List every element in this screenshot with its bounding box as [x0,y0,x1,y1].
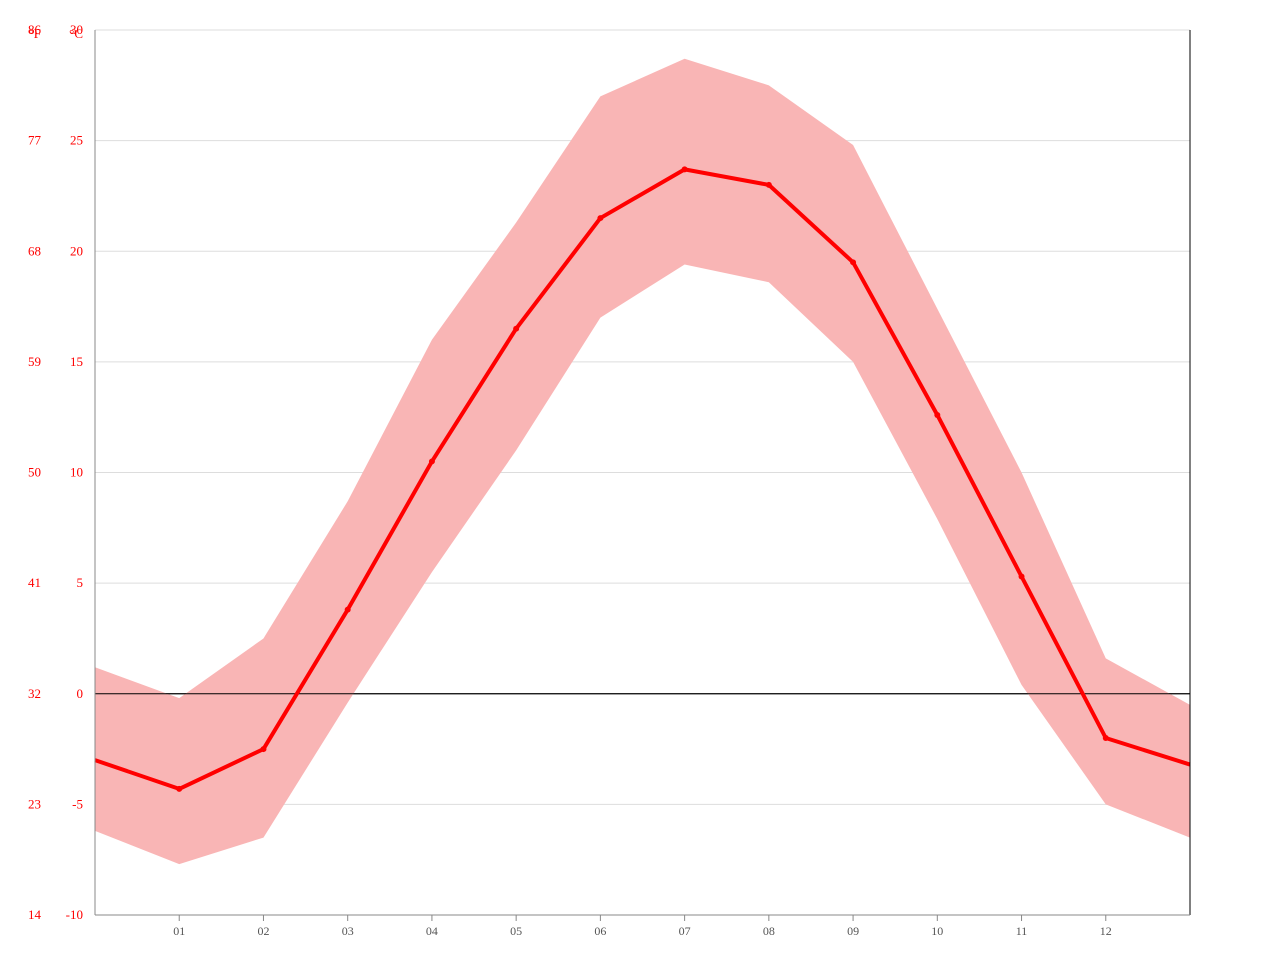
x-tick-label: 01 [173,924,185,938]
data-point [766,182,772,188]
x-tick-label: 06 [594,924,606,938]
y-tick-label-c: 10 [70,465,83,480]
y-tick-label-c: 0 [77,686,84,701]
data-point [260,746,266,752]
y-tick-label-f: 32 [28,686,41,701]
data-point [176,786,182,792]
y-tick-label-f: 77 [28,133,42,148]
y-tick-label-f: 59 [28,354,41,369]
data-point [1019,573,1025,579]
x-tick-label: 03 [342,924,354,938]
data-point [429,458,435,464]
data-point [513,326,519,332]
unit-label-f: °F [29,26,41,41]
x-tick-label: 05 [510,924,522,938]
x-tick-label: 11 [1016,924,1028,938]
y-tick-label-c: -10 [66,907,83,922]
x-tick-label: 08 [763,924,775,938]
y-tick-label-c: 15 [70,354,83,369]
y-tick-label-f: 68 [28,243,41,258]
y-tick-label-c: 20 [70,243,83,258]
x-tick-label: 04 [426,924,438,938]
y-tick-label-f: 14 [28,907,42,922]
y-tick-label-f: 50 [28,465,41,480]
temperature-band [95,59,1190,864]
y-tick-label-c: 25 [70,133,83,148]
data-point [850,259,856,265]
unit-label-c: °C [69,26,83,41]
x-tick-label: 09 [847,924,859,938]
y-tick-label-f: 23 [28,796,41,811]
chart-svg: -1014-52303254110501559206825773086°C°F0… [0,0,1280,960]
x-tick-label: 10 [931,924,943,938]
data-point [682,166,688,172]
x-tick-label: 12 [1100,924,1112,938]
data-point [597,215,603,221]
x-tick-label: 07 [679,924,691,938]
y-tick-label-f: 41 [28,575,41,590]
data-point [934,412,940,418]
y-tick-label-c: -5 [72,796,83,811]
data-point [345,607,351,613]
temperature-chart: -1014-52303254110501559206825773086°C°F0… [0,0,1280,960]
data-point [1103,735,1109,741]
x-tick-label: 02 [257,924,269,938]
y-tick-label-c: 5 [77,575,84,590]
